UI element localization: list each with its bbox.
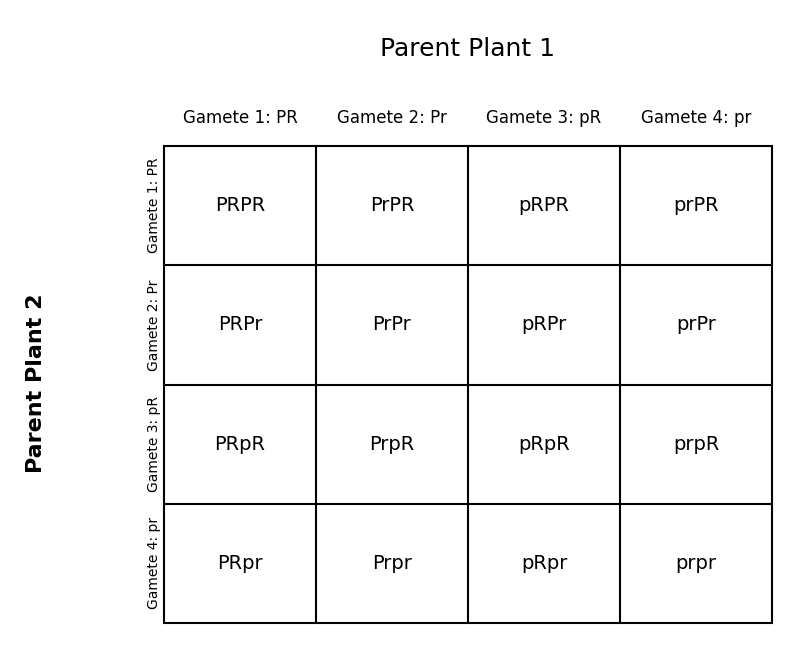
Text: pRpR: pRpR	[518, 435, 570, 454]
Text: Gamete 3: pR: Gamete 3: pR	[147, 396, 162, 492]
Text: Gamete 2: Pr: Gamete 2: Pr	[147, 279, 162, 371]
Text: Gamete 4: pr: Gamete 4: pr	[641, 108, 751, 127]
Bar	[164, 146, 772, 623]
Text: PrpR: PrpR	[370, 435, 414, 454]
Text: pRpr: pRpr	[521, 554, 567, 573]
Text: pRPR: pRPR	[518, 196, 570, 215]
Text: prpR: prpR	[673, 435, 719, 454]
Text: PRPr: PRPr	[218, 315, 262, 334]
Text: PrPR: PrPR	[370, 196, 414, 215]
Text: Gamete 1: PR: Gamete 1: PR	[182, 108, 298, 127]
Text: Parent Plant 2: Parent Plant 2	[26, 293, 46, 472]
Text: PRPR: PRPR	[215, 196, 265, 215]
Text: PrPr: PrPr	[373, 315, 411, 334]
Text: prPR: prPR	[673, 196, 719, 215]
Text: PRpR: PRpR	[214, 435, 266, 454]
Text: pRPr: pRPr	[522, 315, 566, 334]
Text: Prpr: Prpr	[372, 554, 412, 573]
Text: prPr: prPr	[676, 315, 716, 334]
Text: Parent Plant 1: Parent Plant 1	[381, 37, 555, 60]
Text: prpr: prpr	[675, 554, 717, 573]
Text: Gamete 3: pR: Gamete 3: pR	[486, 108, 602, 127]
Text: Gamete 4: pr: Gamete 4: pr	[147, 517, 162, 609]
Text: PRpr: PRpr	[217, 554, 263, 573]
Text: Gamete 1: PR: Gamete 1: PR	[147, 158, 162, 254]
Text: Gamete 2: Pr: Gamete 2: Pr	[337, 108, 447, 127]
